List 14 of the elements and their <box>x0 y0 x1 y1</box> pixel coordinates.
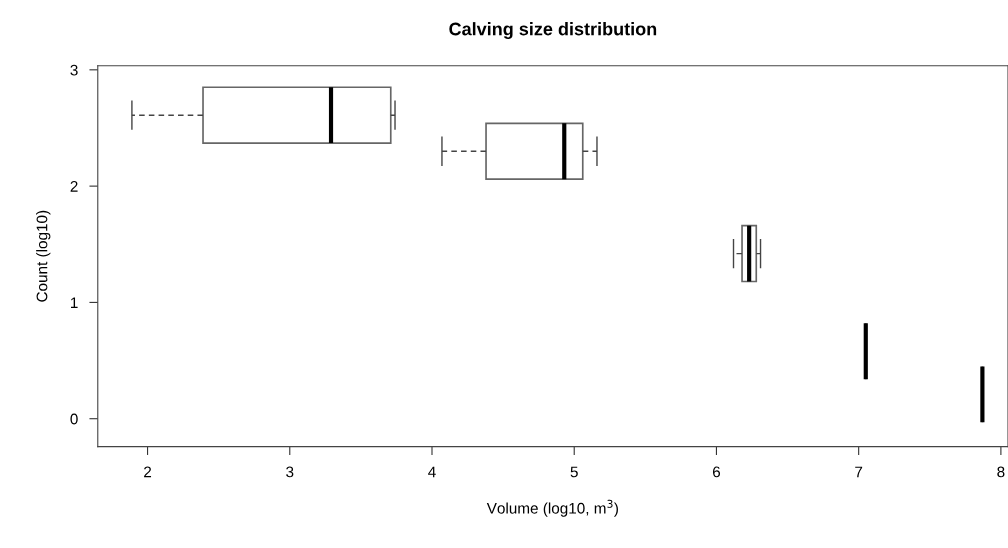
x-axis-title: Volume (log10, m$^{3}$) <box>486 499 618 517</box>
x-tick-label: 2 <box>144 466 152 478</box>
y-tick-label: 0 <box>70 413 78 425</box>
chart-title: Calving size distribution <box>449 22 657 40</box>
x-tick-label: 6 <box>712 466 721 478</box>
x-tick-label: 3 <box>286 466 294 478</box>
x-tick-label: 5 <box>570 466 578 478</box>
x-tick-label: 7 <box>855 466 863 478</box>
y-tick-label: 3 <box>70 64 78 76</box>
y-axis-title: Count (log10) <box>36 210 51 302</box>
y-tick-label: 1 <box>71 297 78 308</box>
x-tick-label: 4 <box>428 466 436 478</box>
y-tick-label: 2 <box>70 180 78 192</box>
x-tick-label: 8 <box>997 466 1005 478</box>
